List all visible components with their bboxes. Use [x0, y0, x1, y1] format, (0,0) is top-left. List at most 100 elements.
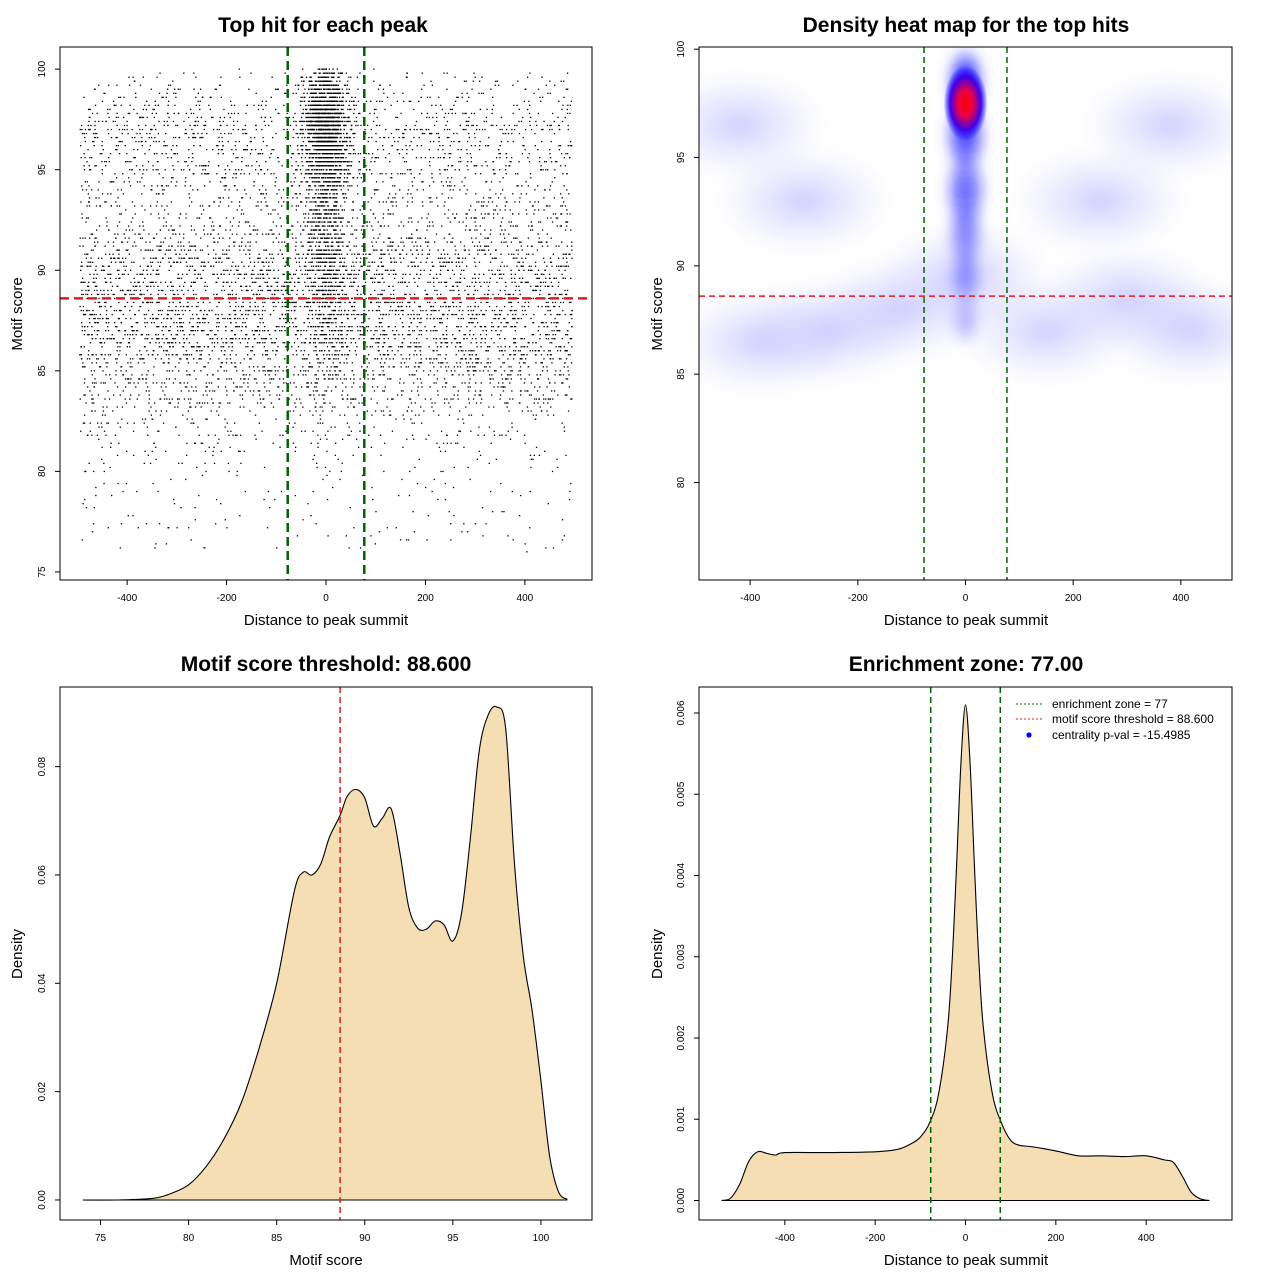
scatter-point — [371, 173, 373, 175]
scatter-point — [339, 342, 341, 344]
scatter-point — [567, 370, 569, 372]
scatter-point — [230, 112, 233, 115]
scatter-point — [324, 72, 326, 74]
scatter-point — [456, 326, 458, 328]
scatter-point — [139, 132, 141, 135]
scatter-point — [216, 498, 218, 501]
scatter-point — [540, 169, 542, 171]
scatter-point — [261, 430, 263, 432]
scatter-point — [329, 338, 331, 340]
scatter-point — [456, 213, 458, 215]
scatter-point — [429, 386, 431, 388]
scatter-point — [97, 322, 99, 324]
scatter-point — [382, 334, 384, 336]
scatter-point — [484, 366, 486, 368]
scatter-point — [562, 104, 564, 106]
scatter-point — [317, 68, 319, 70]
scatter-point — [318, 342, 320, 344]
scatter-point — [109, 354, 112, 356]
scatter-point — [340, 104, 343, 106]
scatter-point — [93, 145, 95, 147]
scatter-point — [353, 265, 355, 267]
scatter-point — [180, 169, 183, 171]
scatter-point — [155, 257, 157, 259]
scatter-point — [329, 378, 331, 380]
scatter-point — [198, 317, 200, 320]
scatter-point — [184, 181, 187, 183]
scatter-point — [323, 100, 325, 102]
scatter-point — [192, 245, 194, 247]
scatter-point — [196, 257, 198, 259]
scatter-point — [426, 112, 429, 115]
scatter-point — [319, 80, 322, 82]
scatter-point — [368, 434, 370, 436]
scatter-point — [371, 414, 373, 416]
scatter-point — [131, 169, 133, 171]
scatter-point — [120, 322, 122, 324]
scatter-point — [353, 108, 356, 111]
scatter-point — [311, 153, 314, 155]
scatter-point — [183, 245, 185, 247]
scatter-point — [492, 96, 494, 98]
scatter-point — [528, 342, 530, 344]
scatter-point — [282, 189, 285, 191]
scatter-point — [463, 128, 465, 131]
scatter-point — [199, 358, 201, 360]
scatter-point — [459, 189, 461, 191]
scatter-point — [352, 398, 354, 400]
scatter-point — [494, 209, 497, 211]
scatter-point — [95, 362, 98, 364]
scatter-point — [447, 261, 449, 263]
scatter-point — [466, 326, 468, 328]
scatter-point — [479, 140, 481, 143]
scatter-point — [241, 398, 244, 400]
scatter-point — [278, 161, 280, 163]
scatter-point — [427, 241, 430, 243]
scatter-point — [554, 293, 557, 296]
scatter-point — [187, 289, 189, 292]
scatter-point — [491, 511, 494, 513]
scatter-point — [539, 96, 541, 98]
scatter-point — [463, 422, 465, 424]
scatter-point — [144, 322, 146, 324]
scatter-point — [463, 354, 465, 356]
scatter-point — [492, 378, 494, 380]
scatter-point — [136, 273, 138, 275]
scatter-point — [331, 309, 333, 312]
scatter-point — [346, 116, 348, 119]
scatter-point — [275, 132, 277, 135]
scatter-point — [530, 269, 532, 271]
scatter-point — [420, 309, 422, 312]
scatter-point — [246, 149, 248, 151]
scatter-point — [217, 330, 219, 332]
scatter-point — [131, 334, 134, 336]
scatter-point — [243, 273, 246, 275]
scatter-point — [330, 76, 333, 78]
scatter-point — [277, 370, 279, 372]
scatter-point — [338, 237, 340, 239]
scatter-point — [309, 140, 311, 143]
scatter-point — [284, 285, 286, 287]
scatter-point — [240, 173, 242, 175]
scatter-point — [468, 374, 470, 376]
scatter-point — [327, 289, 329, 292]
scatter-point — [446, 338, 448, 340]
scatter-point — [323, 257, 325, 259]
scatter-point — [326, 326, 329, 328]
scatter-point — [230, 132, 232, 135]
scatter-point — [322, 100, 324, 102]
scatter-point — [317, 80, 319, 82]
scatter-point — [391, 430, 394, 432]
scatter-point — [82, 503, 84, 505]
scatter-point — [395, 261, 397, 263]
scatter-point — [195, 136, 197, 139]
scatter-point — [362, 233, 364, 235]
scatter-point — [272, 257, 275, 259]
scatter-point — [191, 201, 193, 203]
scatter-point — [440, 181, 443, 183]
scatter-point — [155, 112, 157, 115]
scatter-point — [340, 313, 342, 316]
scatter-point — [549, 342, 551, 344]
scatter-point — [122, 490, 124, 493]
scatter-point — [532, 458, 534, 460]
